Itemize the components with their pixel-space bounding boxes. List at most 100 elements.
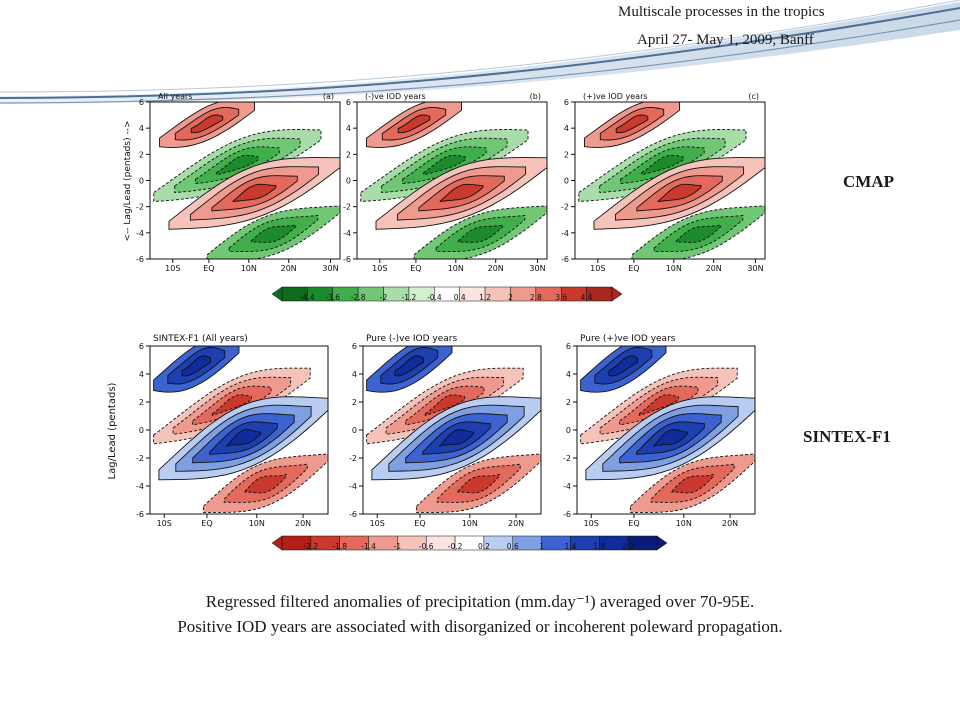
contour-band xyxy=(457,224,504,243)
panel-title: (-)ve IOD years xyxy=(365,92,426,101)
panel-sintex-b xyxy=(362,345,542,515)
x-tick-label: EQ xyxy=(203,264,214,273)
x-tick-label: 20N xyxy=(722,519,738,528)
x-tick-label: 20N xyxy=(488,264,504,273)
y-tick-label: 2 xyxy=(139,398,144,407)
y-tick-label: -6 xyxy=(343,255,351,264)
y-tick-label: 6 xyxy=(139,98,144,107)
contour-band xyxy=(181,355,211,377)
y-tick-label: 4 xyxy=(139,370,144,379)
y-tick-label: 0 xyxy=(139,426,144,435)
y-tick-label: 0 xyxy=(566,426,571,435)
contour-band xyxy=(394,355,424,377)
colorbar-label: -1.4 xyxy=(361,542,376,551)
panel-tag: (b) xyxy=(530,92,541,101)
colorbar-label: -2.2 xyxy=(304,542,319,551)
colorbar-right-arrow xyxy=(656,535,668,551)
y-tick-label: -6 xyxy=(136,255,144,264)
colorbar-label: 2 xyxy=(508,293,513,302)
y-tick-label: 4 xyxy=(564,124,569,133)
y-tick-label: -2 xyxy=(349,454,357,463)
panel-title: SINTEX-F1 (All years) xyxy=(153,334,248,344)
figure-caption-line2: Positive IOD years are associated with d… xyxy=(177,617,783,636)
colorbar-label: 1.4 xyxy=(564,542,576,551)
y-tick-label: -2 xyxy=(343,203,351,212)
panel-title: (+)ve IOD years xyxy=(583,92,648,101)
colorbar-label: 0.2 xyxy=(478,542,490,551)
y-tick-label: 0 xyxy=(139,177,144,186)
x-tick-label: 10S xyxy=(584,519,599,528)
x-tick-label: 10N xyxy=(462,519,478,528)
x-tick-label: EQ xyxy=(628,264,639,273)
colorbar-label: 4.4 xyxy=(581,293,593,302)
x-tick-label: 20N xyxy=(281,264,297,273)
x-tick-label: 20N xyxy=(706,264,722,273)
panel-title: Pure (+)ve IOD years xyxy=(580,334,676,344)
colorbar-label: 0.4 xyxy=(454,293,466,302)
y-axis-label: Lag/Lead (pentads) xyxy=(107,382,118,479)
panel-sintex-c xyxy=(576,345,756,515)
x-tick-label: 10N xyxy=(666,264,682,273)
panel-title: Pure (-)ve IOD years xyxy=(366,334,457,344)
y-tick-label: 4 xyxy=(566,370,571,379)
y-tick-label: 6 xyxy=(566,342,571,351)
x-tick-label: 10S xyxy=(372,264,387,273)
header-conference-date: April 27- May 1, 2009, Banff xyxy=(637,32,814,48)
colorbar-right-arrow xyxy=(611,286,623,302)
x-tick-label: 20N xyxy=(508,519,524,528)
y-tick-label: -6 xyxy=(136,510,144,519)
y-tick-label: -6 xyxy=(349,510,357,519)
x-tick-label: EQ xyxy=(628,519,639,528)
colorbar-left-arrow xyxy=(271,286,283,302)
panel-cmap-c xyxy=(574,101,766,260)
x-tick-label: 10S xyxy=(165,264,180,273)
colorbar-label: 0.6 xyxy=(507,542,519,551)
y-tick-label: 0 xyxy=(346,177,351,186)
contour-band xyxy=(397,114,431,134)
y-tick-label: 2 xyxy=(139,150,144,159)
x-tick-label: EQ xyxy=(414,519,425,528)
panel-cmap-b xyxy=(356,101,548,260)
y-tick-label: 6 xyxy=(139,342,144,351)
slide-header: Multiscale processes in the tropics Apri… xyxy=(0,0,960,110)
y-tick-label: -2 xyxy=(136,454,144,463)
y-tick-label: 0 xyxy=(352,426,357,435)
contour-band xyxy=(232,183,277,203)
y-tick-label: 6 xyxy=(346,98,351,107)
colorbar-label: -2 xyxy=(380,293,388,302)
y-tick-label: 6 xyxy=(352,342,357,351)
x-tick-label: 30N xyxy=(529,264,545,273)
y-axis-label: <-- Lag/Lead (pentads) --> xyxy=(123,121,133,242)
contour-band xyxy=(226,429,261,448)
contour-band xyxy=(638,394,679,417)
colorbar-left-arrow xyxy=(271,535,283,551)
x-tick-label: 10N xyxy=(448,264,464,273)
sintex-row-label: SINTEX-F1 xyxy=(803,427,891,446)
y-tick-label: 2 xyxy=(566,398,571,407)
contour-band xyxy=(250,224,297,243)
contour-band xyxy=(675,224,722,243)
contour-band xyxy=(457,473,500,494)
y-tick-label: -6 xyxy=(563,510,571,519)
colorbar-label: -2.8 xyxy=(351,293,366,302)
y-tick-label: 2 xyxy=(352,398,357,407)
header-conference-title: Multiscale processes in the tropics xyxy=(618,4,825,20)
colorbar-label: -4.4 xyxy=(300,293,315,302)
x-tick-label: 10N xyxy=(676,519,692,528)
colorbar-label: -0.6 xyxy=(419,542,434,551)
contour-band xyxy=(211,394,252,417)
x-tick-label: 20N xyxy=(295,519,311,528)
x-tick-label: EQ xyxy=(201,519,212,528)
contour-band xyxy=(657,183,702,203)
panel-cmap-a xyxy=(149,101,341,260)
contour-band xyxy=(608,355,638,377)
y-tick-label: -6 xyxy=(561,255,569,264)
x-tick-label: 10S xyxy=(590,264,605,273)
colorbar-label: 1.8 xyxy=(593,542,605,551)
colorbar-label: 2.8 xyxy=(530,293,542,302)
x-tick-label: 10N xyxy=(249,519,265,528)
contour-band xyxy=(424,394,465,417)
sintex-figure: 6 4 2 0 -2 -4 -6 10S EQ 10N 20N SINTEX-F1 (All year… xyxy=(107,334,756,551)
contour-band xyxy=(216,154,259,176)
